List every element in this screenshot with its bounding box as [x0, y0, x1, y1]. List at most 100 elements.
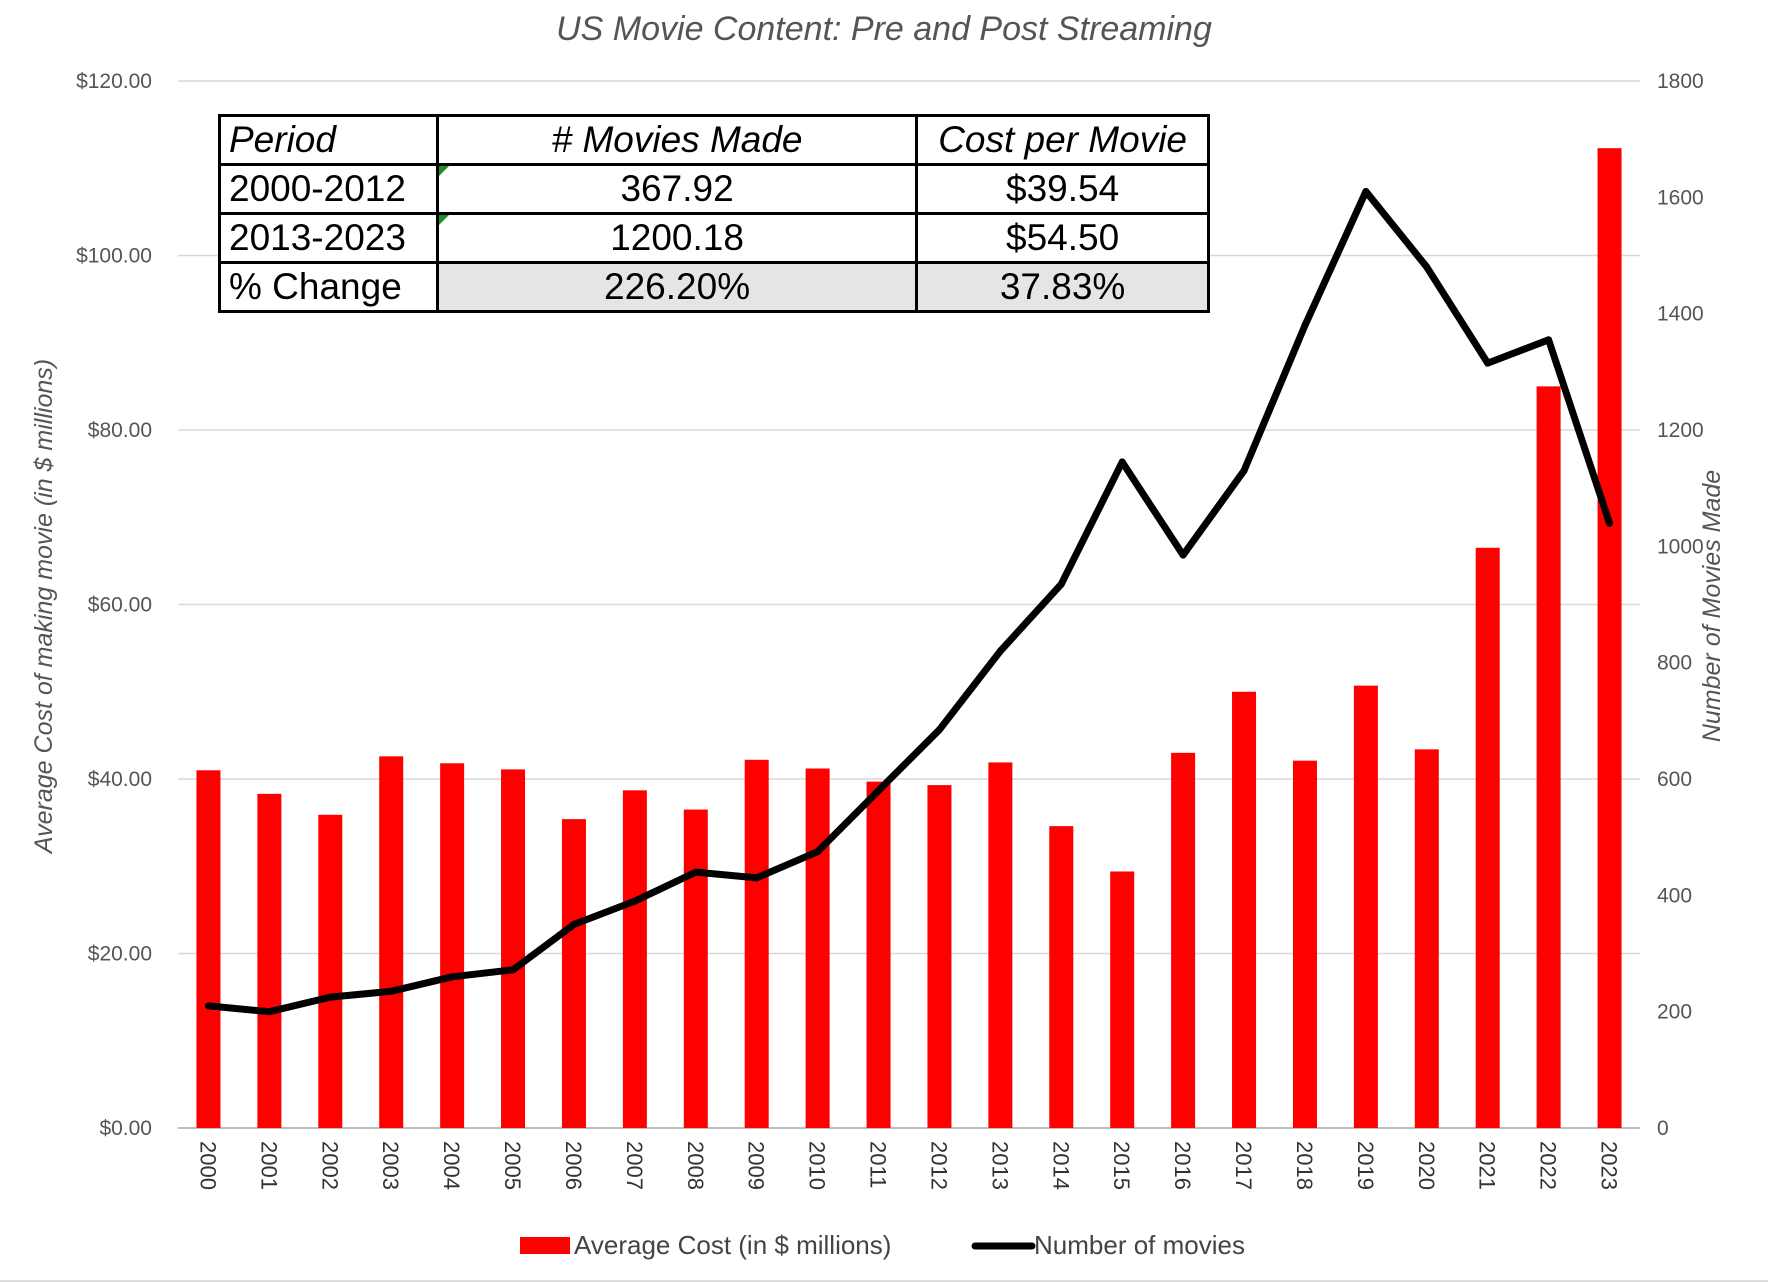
x-tick-label: 2002: [317, 1141, 342, 1190]
line-point: [692, 868, 700, 876]
bar: [866, 781, 891, 1128]
table-cell-movies-value: 1200.18: [610, 217, 744, 258]
legend: Average Cost (in $ millions) Number of m…: [520, 1230, 1245, 1260]
legend-label-bar: Average Cost (in $ millions): [574, 1230, 891, 1260]
x-tick-label: 2016: [1170, 1141, 1195, 1190]
table-cell-cost: $54.50: [915, 212, 1210, 264]
bar: [622, 790, 647, 1128]
right-axis-title: Number of Movies Made: [1698, 470, 1726, 742]
summary-table: Period # Movies Made Cost per Movie 2000…: [218, 114, 1210, 313]
table-header-cost: Cost per Movie: [915, 114, 1210, 166]
line-point: [875, 787, 883, 795]
bar: [1049, 826, 1074, 1128]
left-tick-label: $60.00: [88, 594, 152, 617]
right-tick-label: 200: [1657, 1001, 1692, 1024]
bar: [1414, 749, 1439, 1128]
right-tick-label: 1800: [1657, 70, 1704, 93]
line-point: [1301, 321, 1309, 329]
bar: [196, 770, 221, 1128]
line-point: [326, 993, 334, 1001]
line-point: [570, 920, 578, 928]
table-cell-movies-value: 367.92: [620, 168, 734, 209]
line-point: [204, 1002, 212, 1010]
bar: [1171, 752, 1196, 1128]
x-axis-ticks: 2000 2001 2002 2003 2004 2005 2006 2007 2008 2009…: [195, 1141, 1621, 1190]
right-tick-label: 600: [1657, 768, 1692, 791]
table-cell-movies: 367.92: [435, 163, 919, 215]
x-tick-label: 2019: [1353, 1141, 1378, 1190]
right-tick-label: 1000: [1657, 535, 1704, 558]
bar: [1292, 760, 1317, 1128]
left-tick-label: $100.00: [76, 245, 152, 268]
line-point: [265, 1008, 273, 1016]
x-tick-label: 2021: [1475, 1141, 1500, 1190]
x-tick-label: 2003: [378, 1141, 403, 1190]
line-point: [1423, 263, 1431, 271]
error-flag-icon: [438, 166, 449, 176]
bar: [1597, 148, 1622, 1128]
legend-label-line: Number of movies: [1034, 1230, 1245, 1260]
x-tick-label: 2007: [622, 1141, 647, 1190]
line-point: [1484, 359, 1492, 367]
bar: [440, 763, 465, 1128]
left-tick-label: $120.00: [76, 70, 152, 93]
x-tick-label: 2008: [683, 1141, 708, 1190]
x-tick-label: 2014: [1048, 1141, 1073, 1190]
x-tick-label: 2009: [744, 1141, 769, 1190]
table-row: % Change 226.20% 37.83%: [218, 261, 1210, 313]
left-axis-ticks: $0.00 $20.00 $40.00 $60.00 $80.00 $100.00 $120…: [76, 70, 152, 1140]
x-tick-label: 2011: [866, 1141, 891, 1188]
line-point: [935, 726, 943, 734]
line-point: [996, 647, 1004, 655]
bar: [561, 819, 586, 1128]
line-point: [1606, 519, 1614, 527]
bar: [1536, 386, 1561, 1128]
right-tick-label: 1200: [1657, 419, 1704, 442]
table-header-row: Period # Movies Made Cost per Movie: [218, 114, 1210, 166]
right-tick-label: 1600: [1657, 186, 1704, 209]
table-cell-movies: 226.20%: [435, 261, 919, 313]
table-row: 2013-2023 1200.18 $54.50: [218, 212, 1210, 264]
x-tick-label: 2006: [561, 1141, 586, 1190]
x-tick-label: 2012: [926, 1141, 951, 1190]
bar-series: [196, 148, 1622, 1128]
line-point: [1545, 336, 1553, 344]
left-tick-label: $80.00: [88, 419, 152, 442]
x-tick-label: 2018: [1292, 1141, 1317, 1190]
table-cell-period: 2013-2023: [218, 212, 439, 264]
right-tick-label: 400: [1657, 884, 1692, 907]
left-tick-label: $0.00: [99, 1117, 152, 1140]
x-tick-label: 2004: [439, 1141, 464, 1190]
table-cell-cost: 37.83%: [915, 261, 1210, 313]
line-point: [1362, 188, 1370, 196]
line-series: [204, 188, 1614, 1016]
x-tick-label: 2001: [256, 1141, 281, 1190]
line-point: [387, 987, 395, 995]
x-tick-label: 2013: [987, 1141, 1012, 1190]
line-point: [753, 874, 761, 882]
legend-swatch-bar: [520, 1237, 570, 1254]
bar: [927, 785, 952, 1128]
bar: [379, 756, 404, 1128]
line-point: [1179, 551, 1187, 559]
bar: [744, 759, 769, 1128]
left-tick-label: $20.00: [88, 943, 152, 966]
x-tick-label: 2022: [1536, 1141, 1561, 1190]
right-tick-label: 0: [1657, 1117, 1669, 1140]
line-path: [205, 188, 1613, 1016]
x-tick-label: 2017: [1231, 1141, 1256, 1190]
chart-title: US Movie Content: Pre and Post Streaming: [556, 10, 1212, 48]
line-point: [1240, 467, 1248, 475]
x-tick-label: 2010: [805, 1141, 830, 1190]
left-tick-label: $40.00: [88, 768, 152, 791]
bar: [805, 768, 830, 1128]
right-axis-ticks: 0 200 400 600 800 1000 1200 1400 1600 1800: [1657, 70, 1704, 1140]
bar: [257, 793, 282, 1128]
line-point: [1118, 458, 1126, 466]
table-cell-cost: $39.54: [915, 163, 1210, 215]
line-point: [1057, 580, 1065, 588]
line-point: [448, 973, 456, 981]
line-point: [631, 897, 639, 905]
left-axis-title: Average Cost of making movie (in $ milli…: [30, 359, 58, 855]
table-row: 2000-2012 367.92 $39.54: [218, 163, 1210, 215]
